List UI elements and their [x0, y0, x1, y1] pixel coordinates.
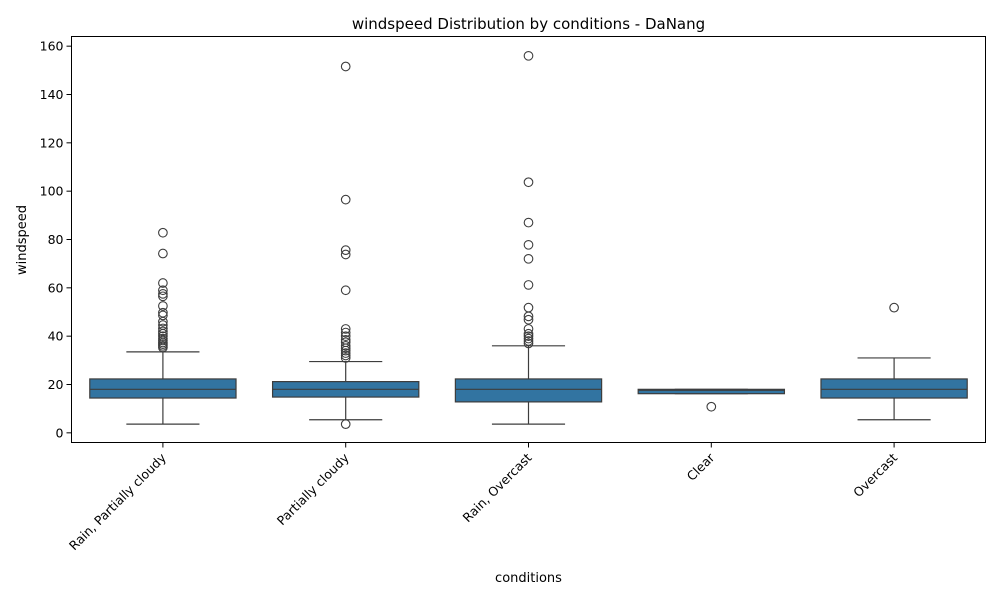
outlier-point [158, 323, 168, 334]
chart-title: windspeed Distribution by conditions - D… [352, 15, 705, 33]
outlier-point [340, 419, 351, 429]
y-axis-label: windspeed [15, 205, 30, 275]
y-tick-label: 60 [48, 280, 64, 295]
outlier-point [523, 239, 534, 250]
iqr-box [454, 378, 603, 403]
box-group [89, 227, 237, 425]
box-group [820, 302, 968, 421]
x-tick-label: Partially cloudy [274, 450, 352, 528]
y-tick-label: 80 [48, 232, 64, 247]
outlier-point [523, 333, 534, 344]
outlier-point [158, 310, 168, 321]
box-group [454, 50, 603, 425]
outlier-point [158, 301, 168, 311]
outlier-point [340, 249, 351, 260]
outlier-point [340, 61, 351, 72]
outlier-point [523, 314, 534, 325]
outlier-point [523, 253, 534, 264]
iqr-box [820, 378, 968, 399]
outlier-point [158, 248, 168, 259]
y-tick-label: 140 [40, 87, 64, 102]
outlier-point [340, 337, 351, 348]
iqr-box [637, 388, 786, 395]
plot-area [89, 50, 968, 429]
iqr-box [89, 378, 237, 399]
outlier-point [523, 177, 534, 188]
outlier-point [706, 401, 717, 412]
outlier-point [158, 285, 168, 296]
outlier-point [523, 280, 534, 290]
outlier-point [889, 302, 899, 313]
y-tick-label: 120 [40, 135, 64, 150]
y-tick-label: 0 [56, 425, 64, 440]
outlier-point [340, 324, 351, 334]
outlier-point [340, 285, 351, 296]
x-tick-label: Overcast [850, 450, 900, 500]
box-group [271, 61, 420, 429]
outlier-point [340, 194, 351, 205]
outlier-point [523, 217, 534, 228]
outlier-point [523, 338, 534, 349]
outlier-point [523, 336, 534, 346]
outlier-point [158, 289, 168, 299]
x-axis-label: conditions [495, 571, 562, 586]
outlier-point [158, 291, 168, 302]
x-tick-label: Rain, Partially cloudy [66, 450, 170, 554]
outlier-point [158, 307, 168, 318]
outlier-point [158, 227, 168, 238]
outlier-point [340, 348, 351, 358]
outlier-point [523, 50, 534, 61]
outlier-point [158, 326, 168, 337]
y-tick-label: 160 [40, 39, 64, 54]
outlier-point [340, 334, 351, 345]
outlier-point [523, 331, 534, 342]
outlier-point [340, 350, 351, 361]
x-tick-label: Clear [684, 449, 718, 483]
y-axis: 0 20 40 60 80 100 120 140 160 [40, 39, 72, 440]
outlier-point [523, 302, 534, 313]
outlier-point [523, 324, 534, 334]
outlier-point [340, 327, 351, 338]
outlier-point [158, 333, 168, 344]
outlier-point [158, 278, 168, 288]
outlier-point [158, 331, 168, 342]
y-tick-label: 20 [48, 377, 64, 392]
x-axis: Rain, Partially cloudy Partially cloudy Ra… [66, 442, 900, 554]
outlier-point [340, 331, 351, 342]
box-group [637, 388, 786, 412]
y-tick-label: 40 [48, 329, 64, 344]
outlier-point [340, 340, 351, 351]
y-tick-label: 100 [40, 184, 64, 199]
outlier-point [340, 245, 351, 255]
outlier-point [158, 320, 168, 330]
x-tick-label: Rain, Overcast [460, 450, 535, 525]
outlier-point [523, 328, 534, 339]
outlier-point [340, 353, 351, 363]
